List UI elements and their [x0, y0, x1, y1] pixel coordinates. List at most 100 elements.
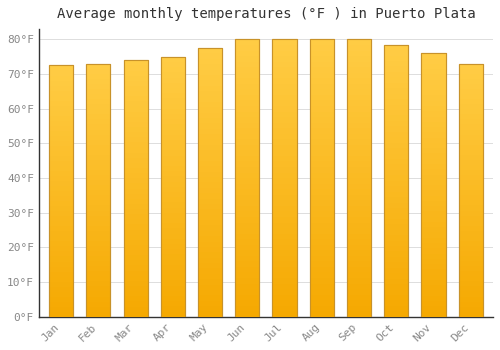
Bar — [198, 54, 222, 59]
Bar — [347, 239, 371, 245]
Bar — [347, 145, 371, 150]
Bar — [235, 100, 260, 106]
Bar — [347, 233, 371, 239]
Bar — [49, 96, 73, 101]
Bar — [160, 57, 185, 62]
Bar — [160, 88, 185, 93]
Bar — [49, 121, 73, 126]
Bar — [49, 246, 73, 251]
Bar — [49, 126, 73, 131]
Bar — [384, 312, 408, 317]
Bar — [198, 241, 222, 247]
Bar — [198, 188, 222, 193]
Bar — [384, 230, 408, 235]
Bar — [160, 83, 185, 88]
Bar — [384, 214, 408, 219]
Bar — [347, 67, 371, 73]
Bar — [310, 100, 334, 106]
Bar — [198, 48, 222, 317]
Bar — [458, 64, 483, 317]
Bar — [422, 217, 446, 222]
Bar — [384, 61, 408, 66]
Bar — [458, 109, 483, 114]
Bar — [86, 246, 110, 251]
Bar — [310, 261, 334, 267]
Bar — [310, 45, 334, 50]
Bar — [160, 135, 185, 140]
Bar — [160, 192, 185, 197]
Bar — [347, 156, 371, 161]
Bar — [458, 150, 483, 155]
Bar — [235, 161, 260, 167]
Bar — [272, 173, 296, 178]
Bar — [310, 56, 334, 62]
Bar — [49, 161, 73, 166]
Bar — [198, 70, 222, 75]
Bar — [310, 128, 334, 134]
Bar — [235, 78, 260, 84]
Bar — [86, 135, 110, 140]
Bar — [458, 312, 483, 317]
Bar — [198, 139, 222, 145]
Bar — [310, 67, 334, 73]
Bar — [160, 182, 185, 187]
Bar — [49, 191, 73, 196]
Bar — [160, 98, 185, 104]
Bar — [198, 48, 222, 317]
Bar — [160, 312, 185, 317]
Bar — [310, 106, 334, 112]
Bar — [458, 74, 483, 79]
Bar — [86, 190, 110, 195]
Bar — [198, 209, 222, 215]
Bar — [384, 88, 408, 94]
Bar — [422, 122, 446, 127]
Bar — [124, 219, 148, 224]
Bar — [235, 206, 260, 211]
Bar — [49, 176, 73, 181]
Bar — [422, 222, 446, 227]
Bar — [160, 171, 185, 176]
Bar — [384, 45, 408, 317]
Bar — [198, 177, 222, 182]
Bar — [235, 295, 260, 300]
Bar — [458, 180, 483, 185]
Bar — [458, 220, 483, 226]
Bar — [347, 40, 371, 317]
Bar — [49, 287, 73, 292]
Bar — [124, 266, 148, 271]
Bar — [422, 69, 446, 75]
Bar — [310, 84, 334, 89]
Bar — [310, 311, 334, 317]
Bar — [310, 173, 334, 178]
Bar — [272, 139, 296, 145]
Bar — [347, 40, 371, 317]
Bar — [235, 272, 260, 278]
Bar — [160, 202, 185, 208]
Bar — [160, 109, 185, 114]
Bar — [86, 296, 110, 302]
Bar — [235, 134, 260, 139]
Bar — [272, 189, 296, 195]
Bar — [49, 111, 73, 116]
Bar — [124, 250, 148, 255]
Bar — [310, 62, 334, 67]
Bar — [384, 50, 408, 56]
Bar — [160, 124, 185, 130]
Bar — [347, 112, 371, 117]
Bar — [458, 271, 483, 276]
Bar — [347, 189, 371, 195]
Bar — [49, 276, 73, 282]
Bar — [235, 112, 260, 117]
Bar — [124, 112, 148, 117]
Bar — [160, 104, 185, 109]
Bar — [310, 289, 334, 295]
Bar — [86, 114, 110, 119]
Bar — [384, 121, 408, 126]
Bar — [49, 257, 73, 261]
Bar — [86, 64, 110, 317]
Bar — [384, 279, 408, 284]
Bar — [384, 175, 408, 181]
Bar — [86, 165, 110, 170]
Bar — [310, 206, 334, 211]
Bar — [198, 161, 222, 166]
